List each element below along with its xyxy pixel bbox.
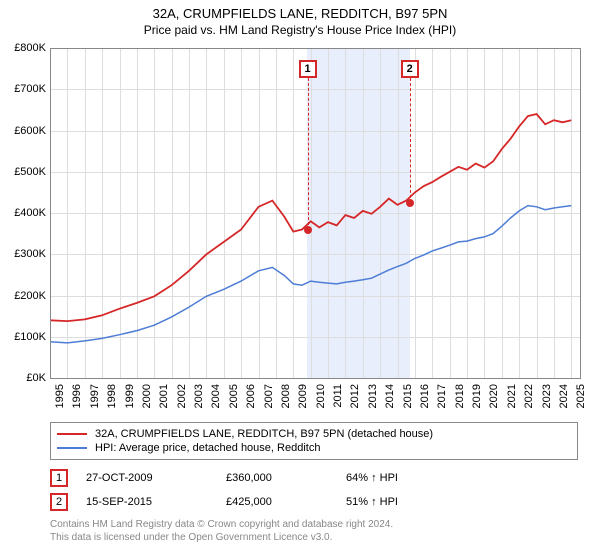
sale-date: 15-SEP-2015 <box>86 496 226 508</box>
chart-subtitle: Price paid vs. HM Land Registry's House … <box>0 21 600 37</box>
sale-marker-dot <box>406 199 414 207</box>
x-tick-label: 2013 <box>367 384 379 408</box>
copyright-notice: Contains HM Land Registry data © Crown c… <box>50 518 393 544</box>
legend-label: HPI: Average price, detached house, Redd… <box>95 442 320 454</box>
y-tick-label: £700K <box>4 83 46 95</box>
sale-price: £425,000 <box>226 496 346 508</box>
x-tick-label: 1996 <box>71 384 83 408</box>
x-tick-label: 2019 <box>471 384 483 408</box>
x-tick-label: 2003 <box>193 384 205 408</box>
y-tick-label: £600K <box>4 125 46 137</box>
copyright-line: This data is licensed under the Open Gov… <box>50 531 393 544</box>
x-tick-label: 2004 <box>210 384 222 408</box>
sale-hpi-delta: 51% ↑ HPI <box>346 496 466 508</box>
x-tick-label: 2005 <box>228 384 240 408</box>
legend-label: 32A, CRUMPFIELDS LANE, REDDITCH, B97 5PN… <box>95 428 433 440</box>
sale-marker-ref: 2 <box>50 493 68 511</box>
sale-hpi-delta: 64% ↑ HPI <box>346 472 466 484</box>
plot-area: 12 £0K£100K£200K£300K£400K£500K£600K£700… <box>50 48 580 378</box>
sale-marker-box: 2 <box>401 60 419 78</box>
legend-row: 32A, CRUMPFIELDS LANE, REDDITCH, B97 5PN… <box>57 427 571 441</box>
x-tick-label: 2021 <box>506 384 518 408</box>
y-tick-label: £500K <box>4 166 46 178</box>
x-tick-label: 2007 <box>263 384 275 408</box>
x-tick-label: 2015 <box>402 384 414 408</box>
x-tick-label: 2000 <box>141 384 153 408</box>
x-tick-label: 2020 <box>488 384 500 408</box>
series-lines <box>50 48 580 378</box>
x-tick-label: 2025 <box>575 384 587 408</box>
x-tick-label: 2016 <box>419 384 431 408</box>
y-tick-label: £200K <box>4 290 46 302</box>
x-tick-label: 2010 <box>315 384 327 408</box>
y-tick-label: £100K <box>4 331 46 343</box>
series-property <box>50 114 571 321</box>
sale-row: 1 27-OCT-2009£360,00064% ↑ HPI <box>50 466 466 490</box>
sale-marker-line <box>410 78 412 203</box>
x-tick-label: 2002 <box>176 384 188 408</box>
y-tick-label: £0K <box>4 372 46 384</box>
copyright-line: Contains HM Land Registry data © Crown c… <box>50 518 393 531</box>
x-tick-label: 1998 <box>106 384 118 408</box>
legend-swatch-property <box>57 433 87 435</box>
sale-price: £360,000 <box>226 472 346 484</box>
x-tick-label: 2008 <box>280 384 292 408</box>
y-tick-label: £800K <box>4 42 46 54</box>
y-tick-label: £400K <box>4 207 46 219</box>
x-tick-label: 1999 <box>124 384 136 408</box>
chart-container: 32A, CRUMPFIELDS LANE, REDDITCH, B97 5PN… <box>0 0 600 560</box>
x-tick-label: 2014 <box>384 384 396 408</box>
sales-table: 1 27-OCT-2009£360,00064% ↑ HPI 2 15-SEP-201… <box>50 466 466 514</box>
x-tick-label: 2001 <box>158 384 170 408</box>
sale-marker-line <box>308 78 310 230</box>
x-tick-label: 2009 <box>297 384 309 408</box>
x-tick-label: 1995 <box>54 384 66 408</box>
y-tick-label: £300K <box>4 248 46 260</box>
x-tick-label: 2017 <box>436 384 448 408</box>
legend-swatch-hpi <box>57 447 87 449</box>
x-tick-label: 2024 <box>558 384 570 408</box>
x-tick-label: 2006 <box>245 384 257 408</box>
x-tick-label: 2023 <box>541 384 553 408</box>
x-tick-label: 2018 <box>454 384 466 408</box>
sale-marker-dot <box>304 226 312 234</box>
chart-title: 32A, CRUMPFIELDS LANE, REDDITCH, B97 5PN <box>0 0 600 21</box>
legend-row: HPI: Average price, detached house, Redd… <box>57 441 571 455</box>
sale-marker-ref: 1 <box>50 469 68 487</box>
sale-marker-box: 1 <box>299 60 317 78</box>
x-tick-label: 2012 <box>349 384 361 408</box>
x-tick-label: 2011 <box>332 384 344 408</box>
x-tick-label: 2022 <box>523 384 535 408</box>
sale-date: 27-OCT-2009 <box>86 472 226 484</box>
legend: 32A, CRUMPFIELDS LANE, REDDITCH, B97 5PN… <box>50 422 578 460</box>
sale-row: 2 15-SEP-2015£425,00051% ↑ HPI <box>50 490 466 514</box>
x-tick-label: 1997 <box>89 384 101 408</box>
